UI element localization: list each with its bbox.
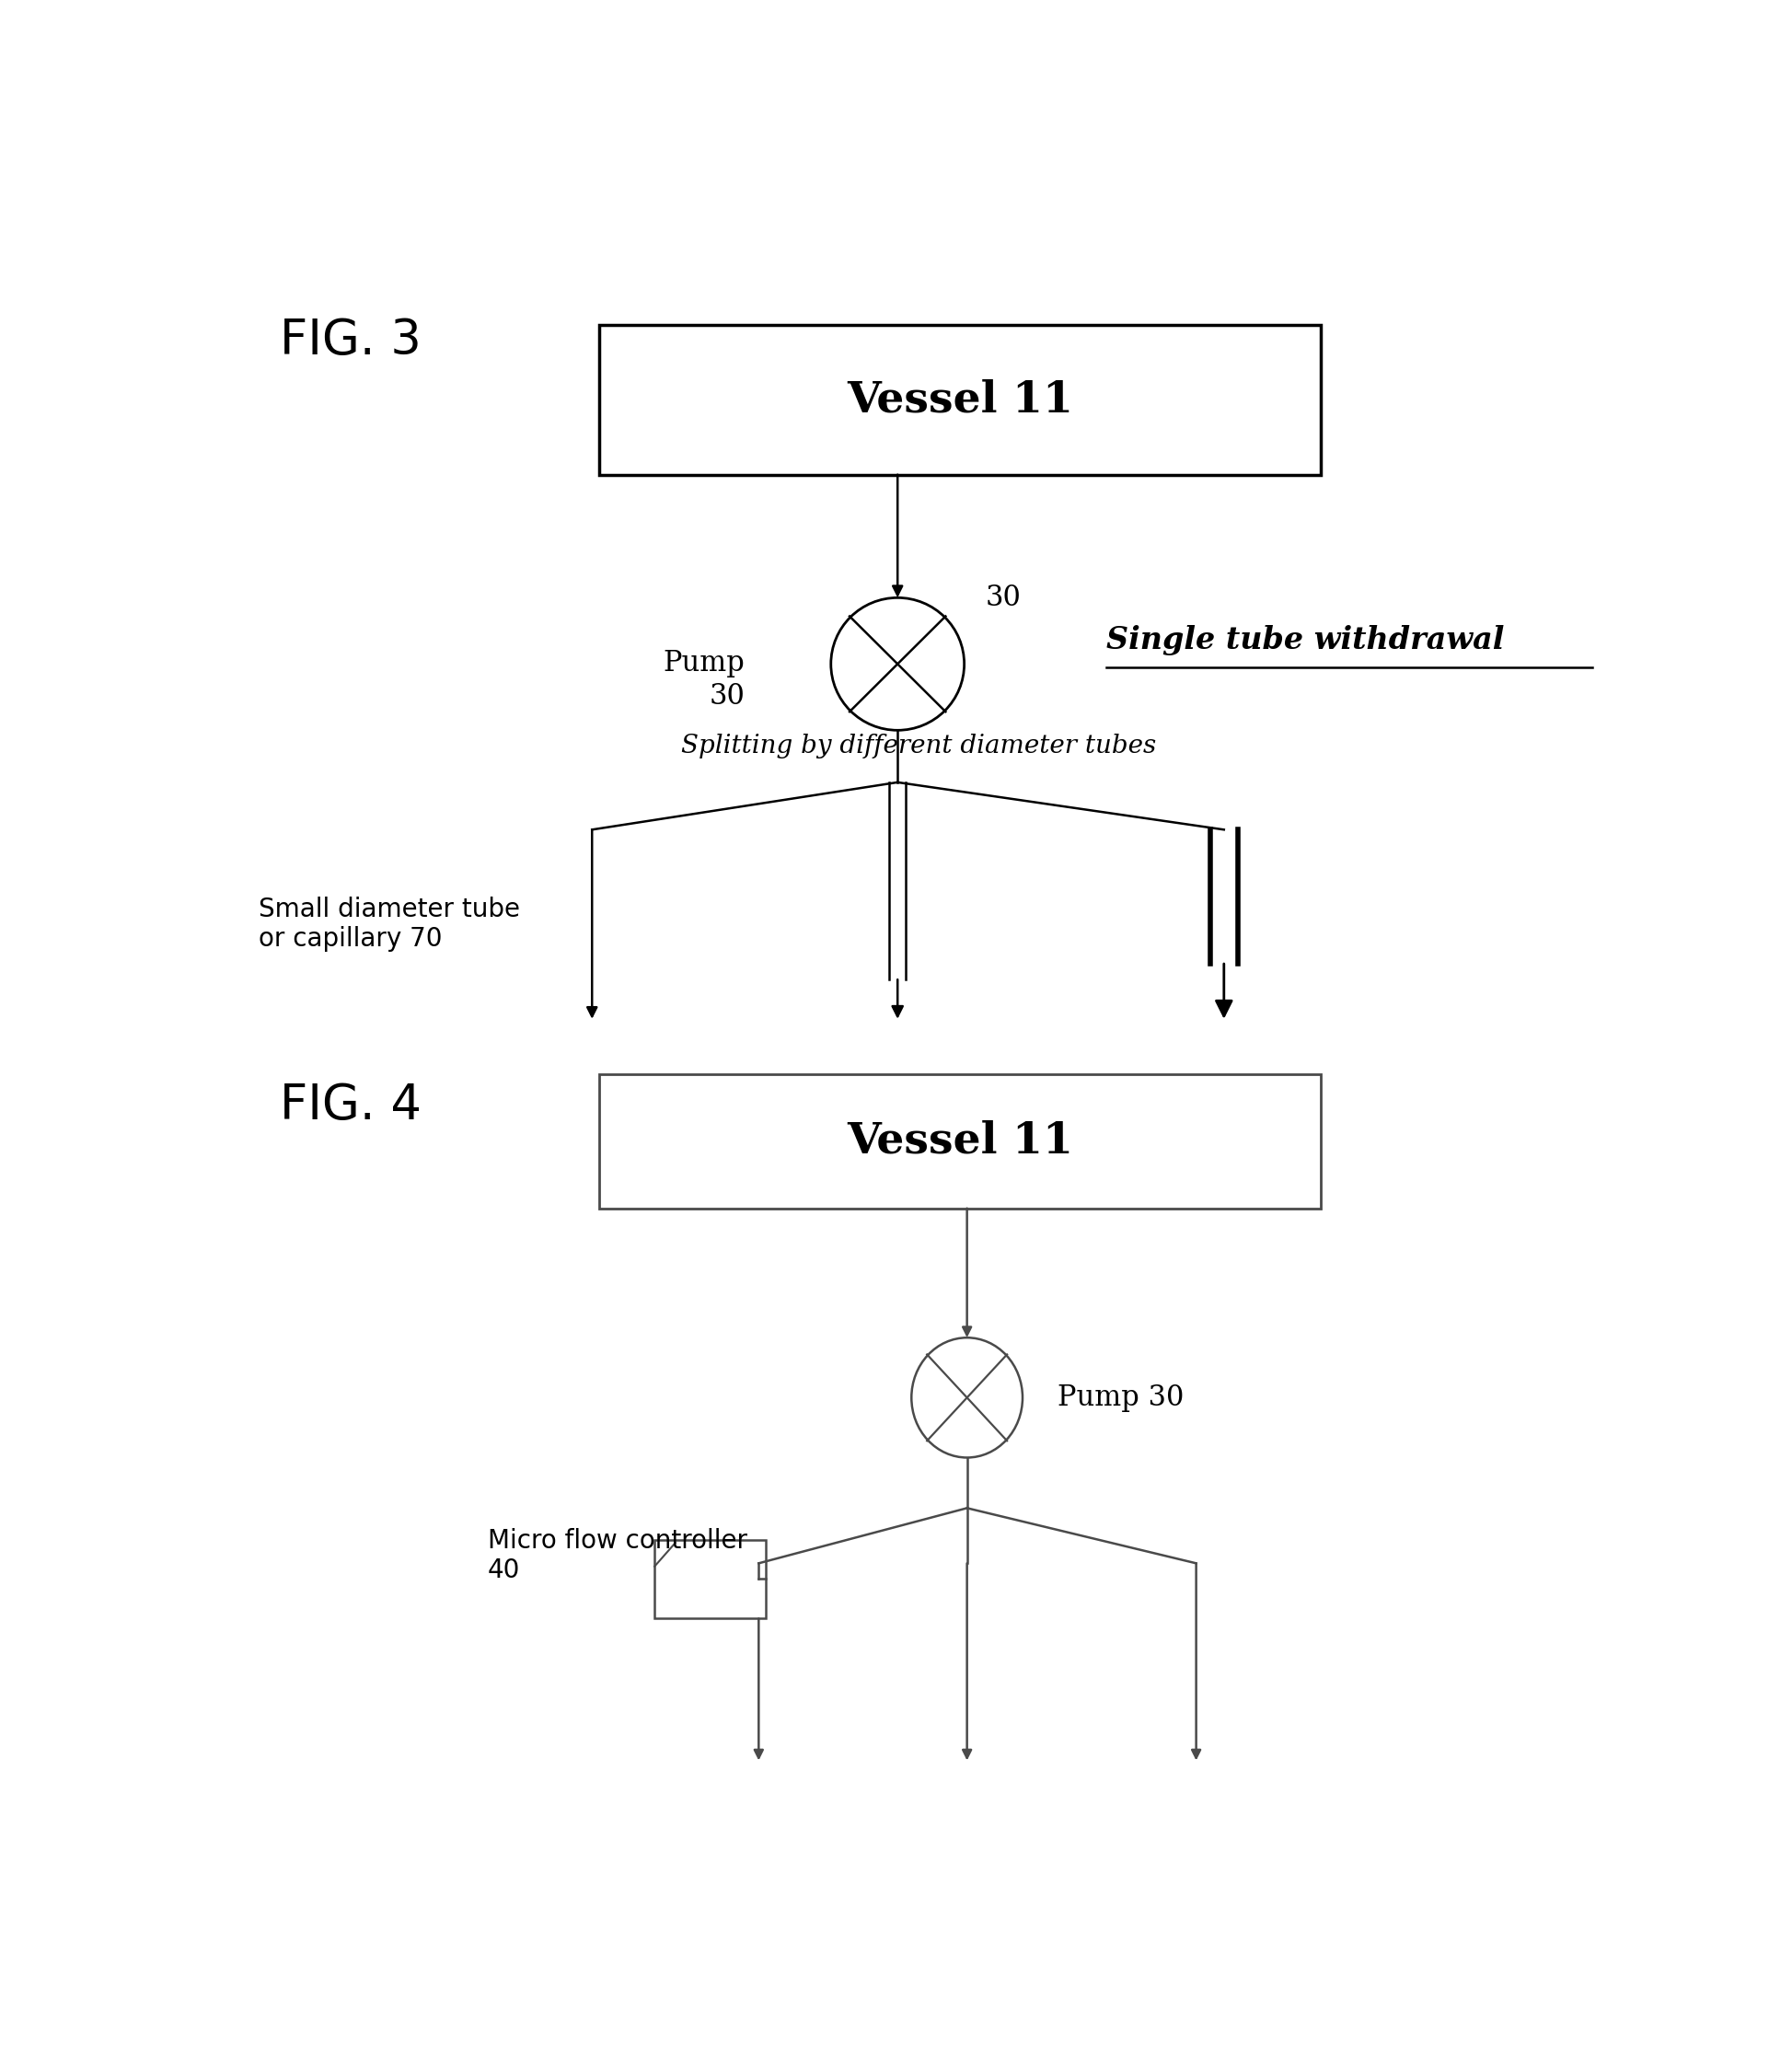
FancyBboxPatch shape bbox=[654, 1539, 765, 1619]
FancyBboxPatch shape bbox=[599, 1074, 1321, 1209]
Text: Micro flow controller
40: Micro flow controller 40 bbox=[487, 1529, 747, 1584]
Text: 30: 30 bbox=[986, 584, 1021, 613]
Ellipse shape bbox=[912, 1338, 1023, 1457]
Text: FIG. 4: FIG. 4 bbox=[280, 1082, 421, 1129]
Text: Small diameter tube
or capillary 70: Small diameter tube or capillary 70 bbox=[258, 897, 520, 953]
Text: Pump
30: Pump 30 bbox=[663, 650, 745, 711]
Text: Splitting by different diameter tubes: Splitting by different diameter tubes bbox=[681, 734, 1156, 758]
Text: Pump 30: Pump 30 bbox=[1057, 1383, 1185, 1412]
Text: Vessel 11: Vessel 11 bbox=[848, 1121, 1073, 1162]
Text: Vessel 11: Vessel 11 bbox=[848, 379, 1073, 420]
Ellipse shape bbox=[831, 598, 964, 729]
Text: Single tube withdrawal: Single tube withdrawal bbox=[1106, 625, 1503, 656]
Text: FIG. 3: FIG. 3 bbox=[280, 318, 421, 365]
FancyBboxPatch shape bbox=[599, 324, 1321, 475]
